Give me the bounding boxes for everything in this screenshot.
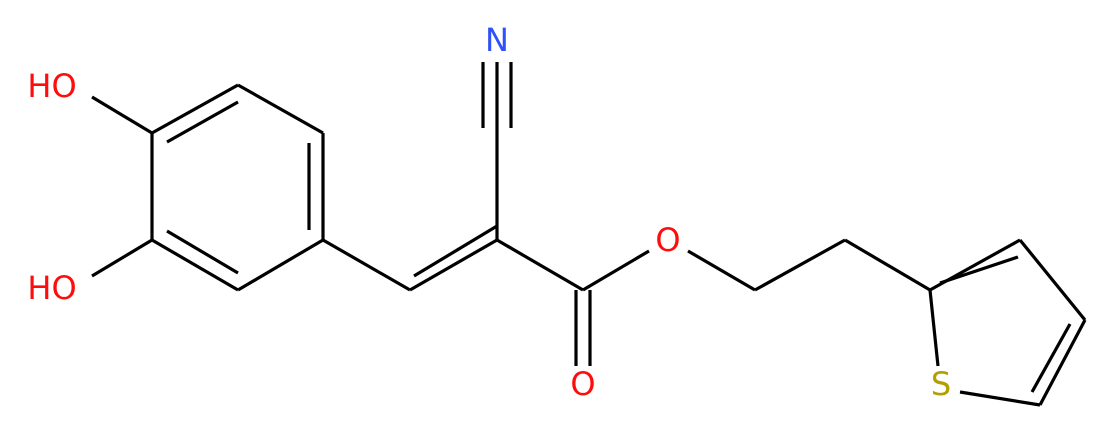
bonds bbox=[91, 62, 1087, 407]
atom-label: O bbox=[570, 365, 595, 403]
atom-label: N bbox=[485, 21, 509, 59]
atom-label: S bbox=[931, 365, 951, 403]
atom-label: O bbox=[655, 221, 680, 259]
atom-labels: HO HO N O O S bbox=[27, 21, 951, 403]
atom-label: HO bbox=[27, 67, 76, 105]
atom-label: HO bbox=[27, 269, 76, 307]
